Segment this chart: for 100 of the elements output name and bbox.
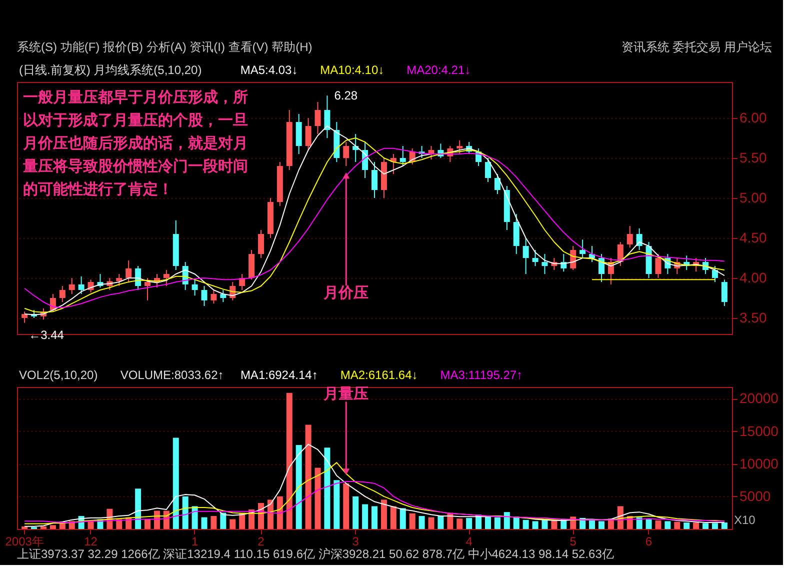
text: MA10:4.10↓	[320, 63, 384, 77]
bar	[380, 500, 387, 529]
text: MA3:11195.27↑	[440, 368, 523, 382]
bar	[144, 519, 151, 529]
candlestick	[513, 214, 520, 254]
candlestick	[372, 162, 378, 198]
y-tick-label: 3.50	[740, 310, 767, 326]
bar	[305, 424, 312, 529]
bar	[276, 496, 283, 529]
bar	[504, 512, 510, 529]
candlestick	[144, 278, 151, 301]
line-series	[24, 480, 725, 523]
y-tick-label: 20000	[740, 390, 779, 406]
bar	[172, 438, 179, 529]
candlestick	[532, 250, 538, 266]
text: MA2:6161.64↓	[340, 368, 418, 382]
chart-title: VOL2(5,10,20)	[19, 368, 98, 382]
text: X10	[734, 513, 756, 527]
candlestick	[68, 278, 75, 294]
x-tick-label: 4	[466, 534, 473, 548]
candlestick	[655, 254, 662, 278]
text: 系统(S) 功能(F) 报价(B) 分析(A) 资讯(I) 查看(V) 帮助(H)	[17, 40, 312, 54]
candlestick	[210, 290, 217, 304]
bar	[230, 519, 236, 529]
y-tick-label: 5.00	[740, 190, 767, 206]
candlestick	[248, 250, 255, 280]
bar	[636, 517, 642, 529]
annotation: 月量压	[322, 386, 369, 403]
bar	[466, 518, 472, 529]
y-tick-label: 10000	[740, 455, 779, 472]
bar	[390, 506, 396, 529]
text: VOLUME:8033.62↑	[120, 368, 224, 382]
bar	[664, 521, 671, 529]
bar	[296, 444, 302, 529]
annotation: 一般月量压都早于月价压形成，所以对于形成了月量压的个股，一旦月价压也随后形成的话，就是对月量压将导致股价惯性冷门一段时间的可能性进行了肯定！	[22, 89, 248, 198]
x-tick-label: 2003年	[5, 534, 44, 548]
bar	[324, 448, 330, 529]
bar	[135, 488, 142, 529]
text: MA5:4.03↓	[240, 63, 298, 77]
candlestick	[598, 254, 604, 282]
candlestick	[258, 230, 264, 258]
annotation: 6.28	[334, 88, 358, 103]
bar	[484, 516, 491, 529]
bar	[210, 516, 217, 529]
x-tick-label: 5	[570, 534, 577, 548]
annotation: 月价压	[322, 284, 369, 302]
bar	[314, 468, 321, 529]
x-tick-label: 2	[258, 534, 265, 548]
text: MA1:6924.14↑	[240, 368, 318, 382]
candlestick	[400, 146, 406, 166]
bar	[532, 521, 538, 529]
x-tick-label: 3	[352, 534, 360, 548]
bar	[334, 480, 340, 529]
bar	[182, 496, 188, 529]
candlestick	[484, 158, 491, 182]
bar	[646, 519, 652, 529]
candlestick	[78, 276, 84, 294]
bar	[352, 496, 359, 529]
bar	[362, 504, 368, 529]
bar	[674, 522, 680, 529]
candlestick	[343, 142, 350, 166]
candlestick	[721, 279, 728, 306]
x-tick-label: 12	[84, 534, 98, 548]
x-tick-label: 6	[645, 534, 652, 548]
candlestick	[192, 279, 198, 296]
candlestick	[580, 239, 586, 258]
bar	[456, 518, 463, 529]
text: 上证3973.37 32.29 1266亿 深证13219.4 110.15 619.6亿 沪深3928.21 50.62 878.7亿 中小4624.13 98.14 52.63亿	[17, 547, 614, 561]
candlestick	[324, 95, 330, 138]
bar	[513, 516, 520, 529]
bar	[721, 522, 728, 529]
bar	[59, 523, 66, 529]
bar	[589, 520, 596, 529]
bar	[598, 521, 604, 529]
candlestick	[201, 286, 208, 306]
bar	[522, 520, 529, 529]
bar	[438, 516, 444, 529]
candlestick	[116, 274, 122, 286]
bar	[702, 523, 709, 529]
bar	[551, 520, 558, 529]
candlestick	[126, 260, 132, 282]
candlestick	[296, 114, 302, 154]
x-tick-label: 1	[191, 534, 198, 548]
bar	[343, 483, 350, 529]
bar	[400, 508, 406, 529]
bar	[409, 513, 416, 529]
candlestick	[22, 311, 28, 324]
candlestick	[314, 102, 321, 134]
bar	[693, 522, 700, 529]
bar	[655, 520, 662, 529]
candlestick	[542, 254, 548, 274]
text: 资讯系统 委托交易 用户论坛	[621, 40, 772, 54]
bar	[286, 392, 292, 529]
y-tick-label: 5.50	[740, 150, 767, 166]
candlestick	[305, 118, 312, 150]
bar	[50, 525, 56, 529]
y-tick-label: 4.00	[740, 270, 767, 286]
candlestick	[456, 140, 463, 154]
y-tick-label: 4.50	[740, 230, 767, 246]
bar	[428, 517, 434, 529]
